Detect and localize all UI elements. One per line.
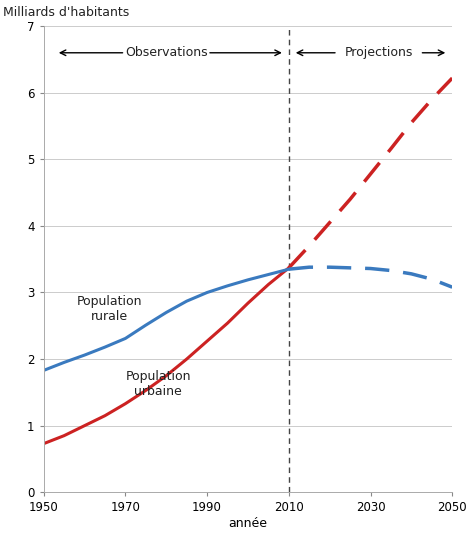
Text: Observations: Observations	[125, 46, 208, 59]
Text: Milliards d'habitants: Milliards d'habitants	[3, 6, 129, 19]
Text: Projections: Projections	[345, 46, 413, 59]
Text: Population
rurale: Population rurale	[76, 295, 142, 323]
X-axis label: année: année	[228, 517, 267, 530]
Text: Population
urbaine: Population urbaine	[125, 371, 191, 398]
